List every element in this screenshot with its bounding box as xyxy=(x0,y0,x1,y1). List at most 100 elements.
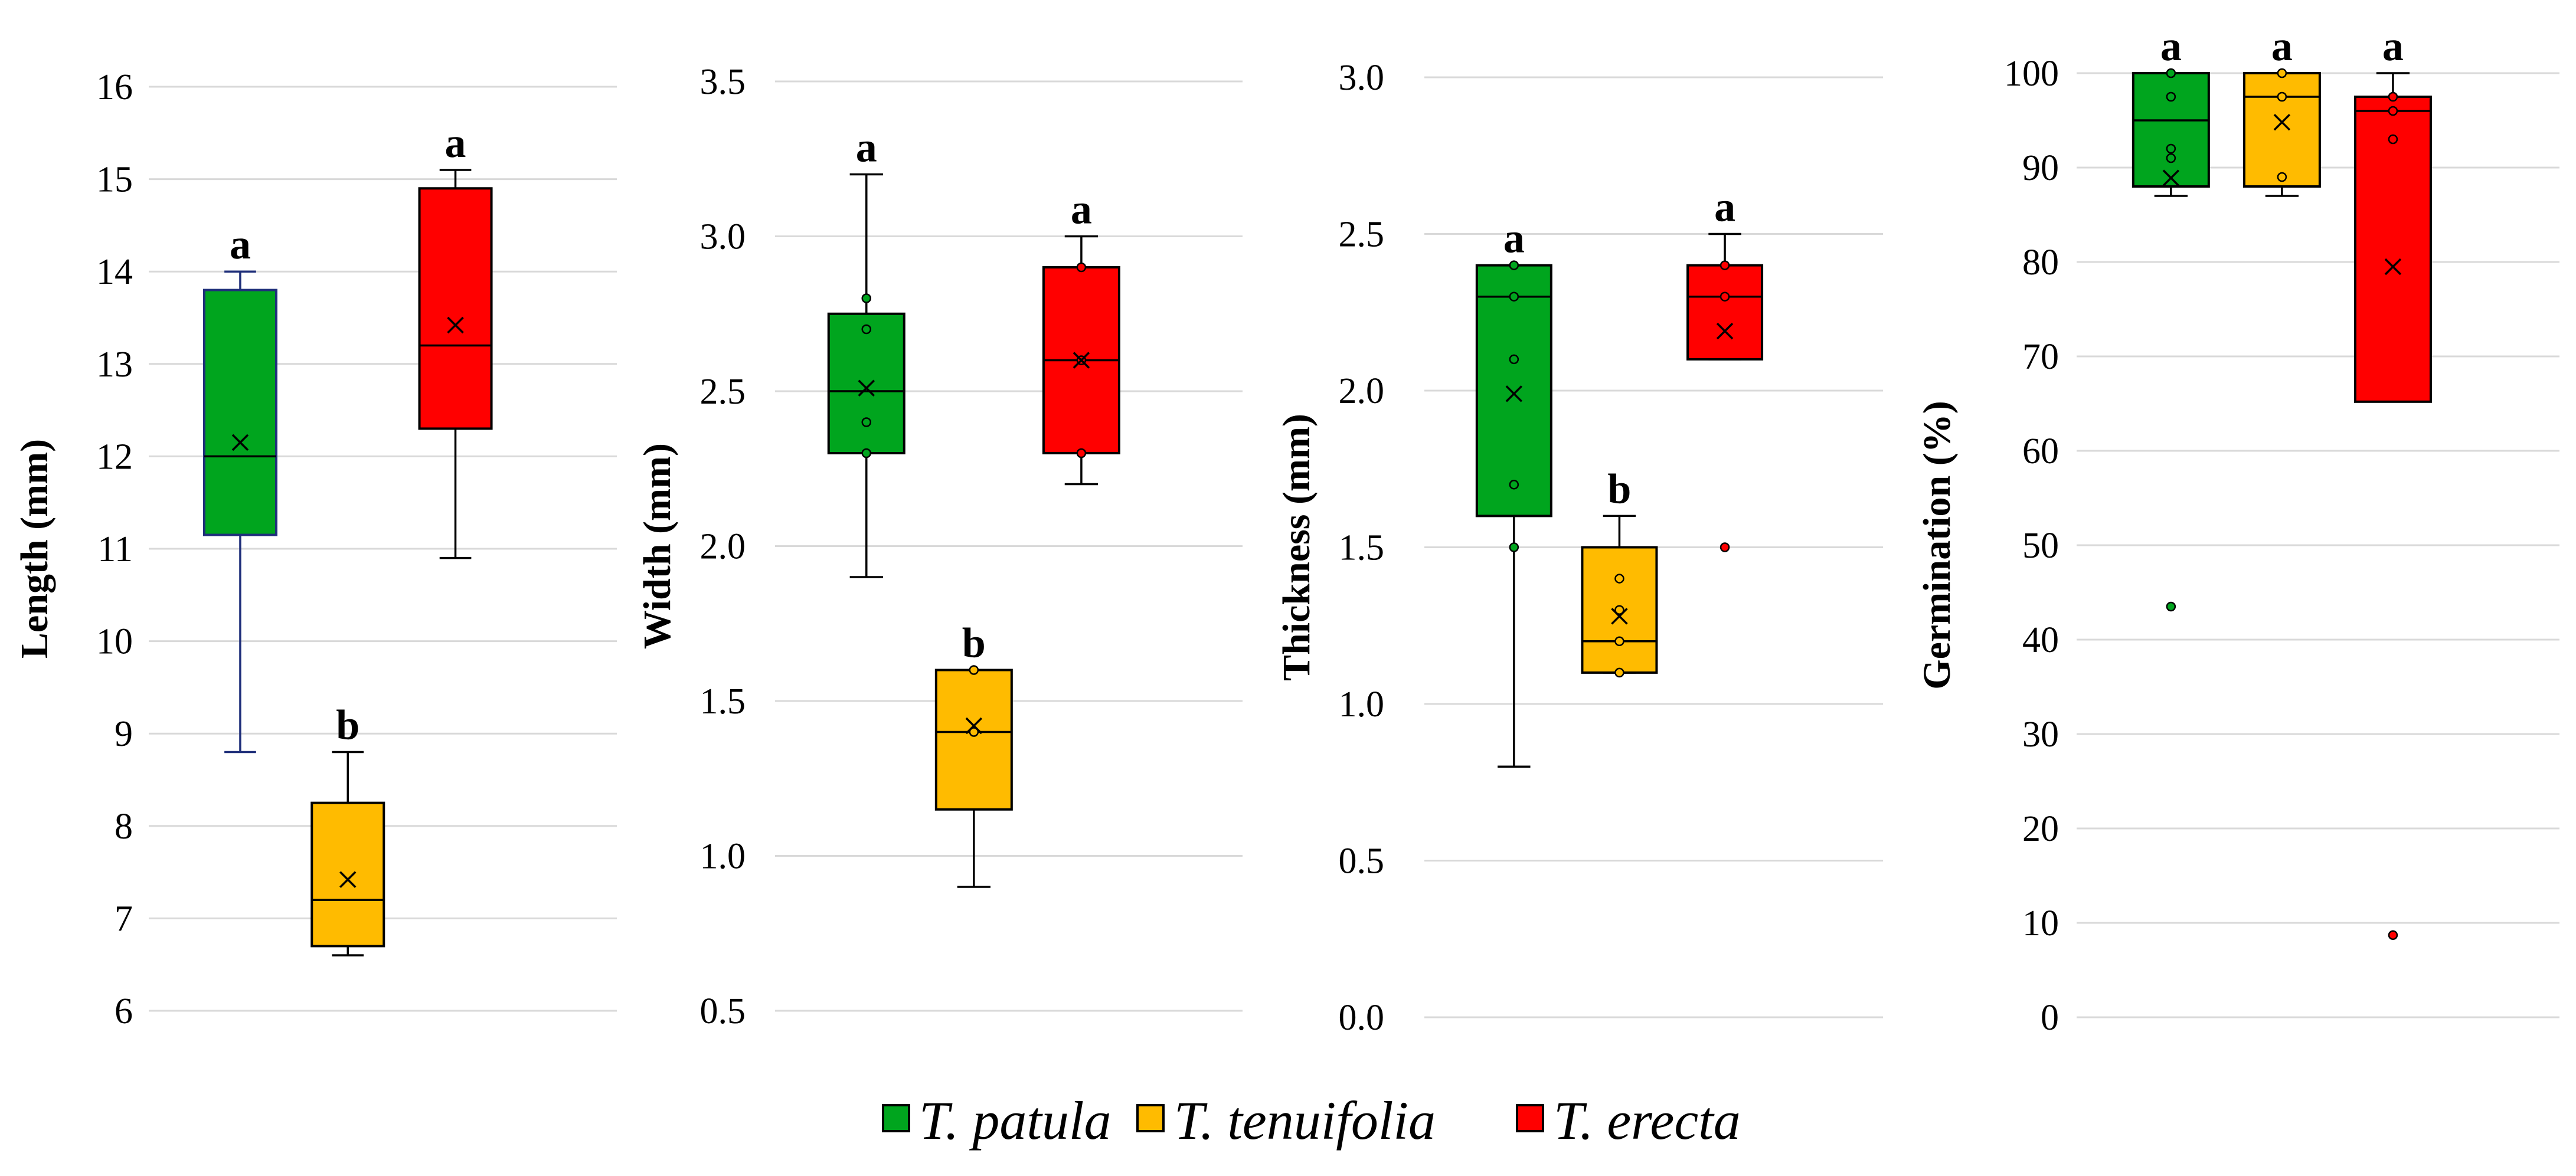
data-point xyxy=(1509,480,1519,490)
significance-letter: b xyxy=(336,702,359,749)
y-tick-label: 70 xyxy=(2022,337,2059,377)
data-point xyxy=(861,448,872,458)
data-point xyxy=(2277,172,2287,182)
legend-swatch xyxy=(1516,1104,1544,1132)
y-tick-label: 14 xyxy=(96,252,133,292)
significance-letter: a xyxy=(1071,186,1092,233)
y-axis-title: Length (mm) xyxy=(13,439,56,659)
significance-letter: a xyxy=(1503,215,1525,262)
panel-4: 0 10 20 30 40 50 60 70 80 90 100 Germination (%) a a a xyxy=(1915,22,2559,1038)
box-iqr xyxy=(827,312,905,454)
box-iqr xyxy=(1686,264,1764,361)
y-axis-title: Thickness (mm) xyxy=(1275,414,1318,681)
box-t-tenuifolia: b xyxy=(934,620,1013,888)
y-tick-label: 0.5 xyxy=(1339,841,1385,882)
box-t-tenuifolia: a xyxy=(2242,22,2321,197)
data-point xyxy=(2166,143,2176,154)
y-tick-label: 90 xyxy=(2022,148,2059,188)
legend-item-1: T. patula xyxy=(882,1090,1111,1151)
data-point xyxy=(969,727,979,737)
box-iqr xyxy=(2242,72,2321,188)
y-tick-label: 9 xyxy=(115,714,133,754)
outlier-point xyxy=(2388,930,2398,941)
mean-marker xyxy=(965,717,983,735)
y-tick-label: 12 xyxy=(96,437,133,477)
data-point xyxy=(2166,68,2176,78)
data-point xyxy=(1509,542,1519,552)
significance-letter: a xyxy=(2160,22,2182,70)
y-tick-label: 0.0 xyxy=(1339,998,1385,1038)
data-point xyxy=(2388,134,2398,145)
mean-marker xyxy=(2162,169,2180,186)
mean-marker xyxy=(2273,113,2291,131)
box-t-erecta: a xyxy=(418,119,493,559)
outlier-point xyxy=(2166,601,2176,612)
significance-letter: a xyxy=(856,124,877,171)
data-point xyxy=(861,417,872,427)
box-t-patula: a xyxy=(202,221,277,754)
y-tick-label: 1.0 xyxy=(1339,684,1385,725)
y-tick-label: 2.5 xyxy=(700,372,746,412)
chart-panels: 6 7 8 9 10 11 12 13 14 15 16 Length (mm) a b a 0.5 1.0 1.… xyxy=(13,22,2559,1038)
significance-letter: a xyxy=(2271,22,2293,70)
data-point xyxy=(2277,68,2287,78)
y-tick-label: 13 xyxy=(96,345,133,385)
y-axis-title: Germination (%) xyxy=(1915,401,1959,689)
y-tick-label: 30 xyxy=(2022,715,2059,755)
y-tick-label: 1.0 xyxy=(700,837,746,877)
legend-item-3: T. erecta xyxy=(1516,1090,1741,1151)
y-axis-title: Width (mm) xyxy=(636,443,679,649)
data-point xyxy=(1614,574,1624,584)
legend-label: T. patula xyxy=(919,1090,1111,1151)
data-point xyxy=(2388,106,2398,116)
box-iqr xyxy=(418,187,493,430)
data-point xyxy=(861,324,872,335)
box-t-tenuifolia: b xyxy=(1581,465,1658,678)
legend-label: T. erecta xyxy=(1554,1090,1741,1151)
panel-3: 0.0 0.5 1.0 1.5 2.0 2.5 3.0 Thickness (mm) a b a xyxy=(1275,58,1883,1038)
mean-marker xyxy=(2384,258,2402,276)
box-iqr xyxy=(310,801,385,948)
box-t-patula: a xyxy=(2132,22,2210,612)
y-tick-label: 3.5 xyxy=(700,62,746,102)
legend-label: T. tenuifolia xyxy=(1174,1090,1436,1151)
data-point xyxy=(2277,91,2287,102)
y-tick-label: 8 xyxy=(115,807,133,847)
data-point xyxy=(1719,291,1730,302)
y-tick-label: 6 xyxy=(115,991,133,1031)
data-point xyxy=(1614,605,1624,615)
data-point xyxy=(2166,153,2176,163)
y-tick-label: 20 xyxy=(2022,809,2059,849)
y-tick-label: 10 xyxy=(96,622,133,662)
data-point xyxy=(1509,354,1519,365)
box-t-patula: a xyxy=(1475,215,1552,768)
box-iqr xyxy=(202,289,277,536)
data-point xyxy=(1614,667,1624,678)
y-tick-label: 1.5 xyxy=(1339,528,1385,568)
data-point xyxy=(1076,448,1087,458)
significance-letter: b xyxy=(962,620,986,667)
data-point xyxy=(1076,262,1087,273)
data-point xyxy=(1509,291,1519,302)
y-tick-label: 1.5 xyxy=(700,682,746,722)
y-tick-label: 0.5 xyxy=(700,991,746,1031)
box-iqr xyxy=(1475,264,1552,517)
box-t-erecta: a xyxy=(1686,184,1764,552)
data-point xyxy=(1614,636,1624,647)
mean-marker xyxy=(447,316,464,334)
data-point xyxy=(861,293,872,303)
y-tick-label: 40 xyxy=(2022,620,2059,660)
y-tick-label: 0 xyxy=(2041,998,2059,1038)
box-iqr xyxy=(934,669,1013,811)
y-tick-label: 2.0 xyxy=(1339,371,1385,411)
significance-letter: a xyxy=(445,119,466,166)
data-point xyxy=(1719,260,1730,270)
data-point xyxy=(969,665,979,675)
significance-letter: a xyxy=(230,221,251,268)
y-tick-label: 7 xyxy=(115,899,133,939)
panel-2: 0.5 1.0 1.5 2.0 2.5 3.0 3.5 Width (mm) a b a xyxy=(636,62,1243,1031)
significance-letter: a xyxy=(2382,22,2404,70)
mean-marker xyxy=(1716,322,1734,340)
mean-marker xyxy=(339,871,357,888)
